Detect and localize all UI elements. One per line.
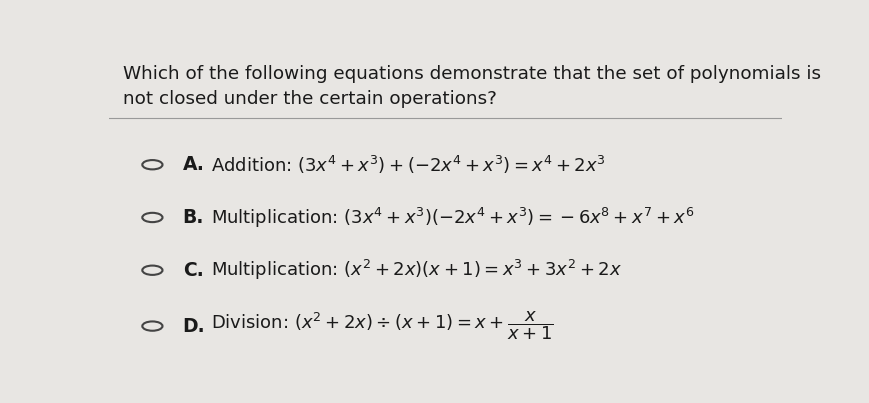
Text: Division: $(x^2+2x)\div(x+1)=x+\dfrac{x}{x+1}$: Division: $(x^2+2x)\div(x+1)=x+\dfrac{x}… [211, 310, 554, 343]
Text: Multiplication: $(x^2+2x)(x+1)=x^3+3x^2+2x$: Multiplication: $(x^2+2x)(x+1)=x^3+3x^2+… [211, 258, 622, 282]
Text: Multiplication: $(3x^4 +x^3)(-2x^4 +x^3)=-6x^8+x^7+x^6$: Multiplication: $(3x^4 +x^3)(-2x^4 +x^3)… [211, 206, 694, 230]
Text: C.: C. [182, 261, 203, 280]
Text: Which of the following equations demonstrate that the set of polynomials is: Which of the following equations demonst… [123, 65, 821, 83]
Text: not closed under the certain operations?: not closed under the certain operations? [123, 90, 497, 108]
Text: B.: B. [182, 208, 204, 227]
Text: A.: A. [182, 155, 204, 174]
Text: D.: D. [182, 317, 205, 336]
Text: Addition: $(3x^4 +x^3)+(-2x^4 +x^3)=x^4+2x^3$: Addition: $(3x^4 +x^3)+(-2x^4 +x^3)=x^4+… [211, 154, 606, 176]
